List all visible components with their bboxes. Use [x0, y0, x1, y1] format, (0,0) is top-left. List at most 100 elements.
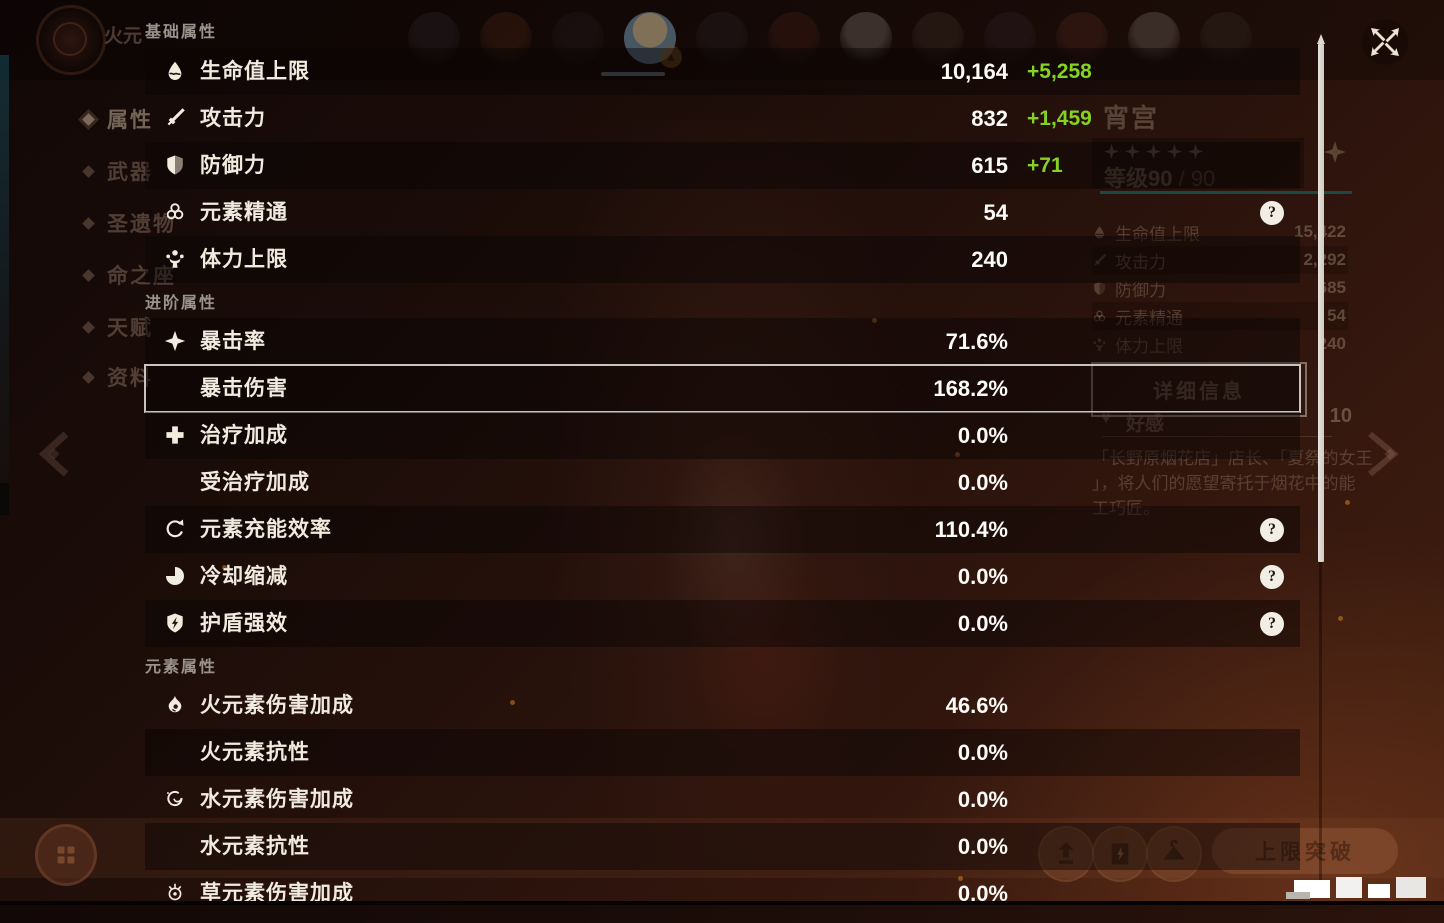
stat-row[interactable]: 草元素伤害加成 0.0% — [145, 870, 1300, 917]
stat-value: 0.0% — [957, 564, 1008, 589]
avatar[interactable] — [408, 12, 460, 64]
stat-label: 水元素抗性 — [200, 835, 310, 858]
help-icon[interactable]: ? — [1260, 201, 1284, 225]
avatar[interactable] — [768, 12, 820, 64]
outfit-button[interactable] — [1146, 826, 1202, 882]
breakthrough-button[interactable]: 上限突破 — [1212, 828, 1398, 874]
stat-value: 0.0% — [957, 740, 1008, 765]
stat-row[interactable]: 受治疗加成 0.0% — [145, 459, 1300, 506]
sidebar-item-5[interactable]: 天赋 — [82, 312, 153, 342]
avatar[interactable] — [1056, 12, 1108, 64]
help-icon[interactable]: ? — [1260, 518, 1284, 542]
left-edge-glow — [0, 55, 9, 535]
diamond-icon — [77, 108, 100, 130]
bottom-edge — [0, 901, 1444, 905]
stat-label: 火元素伤害加成 — [200, 694, 354, 717]
stat-row[interactable]: 元素精通 54? — [145, 189, 1300, 236]
prev-character-chevron-icon[interactable] — [36, 430, 72, 478]
level-chip — [1092, 138, 1304, 188]
scrollbar-thumb[interactable] — [1318, 44, 1324, 562]
element-badge-label: 火元 — [104, 26, 143, 47]
avatar[interactable] — [912, 12, 964, 64]
cd-reduction-icon — [164, 565, 186, 587]
description-line: 工巧匠。 — [1092, 499, 1160, 518]
sidebar-item-1[interactable]: 属性 — [77, 104, 153, 134]
sidebar-item-4[interactable]: 命之座 — [82, 260, 176, 290]
diamond-icon — [82, 320, 95, 334]
avatar[interactable] — [984, 12, 1036, 64]
menu-grid-button[interactable] — [35, 824, 97, 886]
overview-stat-label: 攻击力 — [1115, 252, 1166, 272]
sidebar-item-label: 圣遗物 — [107, 213, 176, 236]
diamond-icon — [82, 164, 95, 178]
spark-particle — [1338, 616, 1343, 621]
def-icon — [164, 154, 186, 176]
description-line: 「长野原烟花店」店长、「夏祭的女王 — [1092, 449, 1373, 468]
avatar-selected[interactable]: ▲ — [624, 12, 682, 68]
stat-row[interactable]: 护盾强效 0.0%? — [145, 600, 1300, 647]
avatar[interactable] — [1200, 12, 1252, 64]
description-line: 」，将人们的愿望寄托于烟花中的能 — [1092, 474, 1356, 493]
character-art-red-hint — [680, 560, 850, 760]
stat-row[interactable]: 治疗加成 0.0% — [145, 412, 1300, 459]
stat-value: 0.0% — [957, 470, 1008, 495]
shield-strength-icon — [164, 612, 186, 634]
stat-row[interactable]: 防御力 615 +71 — [145, 142, 1300, 189]
top-character-bar-backdrop — [0, 0, 1444, 80]
stat-bonus: +1,459 — [1027, 107, 1092, 130]
sidebar-item-label: 资料 — [107, 367, 153, 390]
sidebar-item-3[interactable]: 圣遗物 — [82, 208, 176, 238]
avatar[interactable] — [696, 12, 748, 64]
stamina-icon — [164, 248, 186, 270]
avatar[interactable] — [480, 12, 532, 64]
stat-row[interactable]: 水元素伤害加成 0.0% — [145, 776, 1300, 823]
elemental-mastery-icon — [164, 201, 186, 223]
stat-label: 冷却缩减 — [200, 565, 288, 588]
avatar[interactable] — [1128, 12, 1180, 64]
pyro-icon — [164, 694, 186, 716]
stat-value: 10,164 — [940, 59, 1008, 84]
stat-row[interactable]: 水元素抗性 0.0% — [145, 823, 1300, 870]
divider — [1102, 436, 1332, 437]
stat-row[interactable]: 体力上限 240 — [145, 236, 1300, 283]
next-character-chevron-icon[interactable] — [1362, 432, 1402, 476]
stat-row[interactable]: 暴击率 71.6% — [145, 318, 1300, 365]
sidebar-item-6[interactable]: 资料 — [82, 362, 153, 392]
sidebar-item-label: 命之座 — [107, 265, 176, 288]
avatar[interactable] — [840, 12, 892, 64]
stat-row[interactable]: 火元素伤害加成 46.6% — [145, 682, 1300, 729]
stat-value: 0.0% — [957, 834, 1008, 859]
section-title: 元素属性 — [145, 658, 218, 676]
stat-row[interactable]: 攻击力 832 +1,459 — [145, 95, 1300, 142]
friendship-value: 10 — [1329, 405, 1352, 427]
scrollbar[interactable] — [1316, 34, 1326, 884]
stat-row[interactable]: 冷却缩减 0.0%? — [145, 553, 1300, 600]
sidebar-item-label: 武器 — [107, 161, 153, 184]
overview-stat-value: 240 — [1317, 334, 1346, 353]
help-icon[interactable]: ? — [1260, 612, 1284, 636]
stat-label: 草元素伤害加成 — [200, 882, 354, 905]
stat-label: 暴击率 — [200, 330, 266, 353]
stat-row[interactable]: 火元素抗性 0.0% — [145, 729, 1300, 776]
overview-stat-label: 生命值上限 — [1115, 224, 1200, 244]
spark-particle — [1345, 500, 1350, 505]
card-bolt-icon — [1111, 843, 1129, 865]
sidebar-item-2[interactable]: 武器 — [82, 156, 153, 186]
atk-icon — [164, 107, 186, 129]
stat-label: 防御力 — [200, 154, 266, 177]
stat-value: 46.6% — [945, 693, 1008, 718]
bottom-bar-backdrop — [0, 818, 1444, 878]
overview-stat-row: 防御力 685 — [1092, 274, 1348, 302]
stat-label: 体力上限 — [200, 248, 288, 271]
close-button[interactable] — [1362, 19, 1408, 65]
stat-row[interactable]: 暴击伤害 168.2% — [144, 364, 1301, 413]
stat-row[interactable]: 生命值上限 10,164 +5,258 — [145, 48, 1300, 95]
overview-stat-row: 元素精通 54 — [1092, 302, 1348, 330]
spark-particle — [222, 565, 227, 570]
ascend-badge-icon: ▲ — [660, 46, 682, 68]
element-emblem-icon — [36, 5, 106, 75]
help-icon[interactable]: ? — [1260, 565, 1284, 589]
stat-row[interactable]: 元素充能效率 110.4%? — [145, 506, 1300, 553]
avatar[interactable] — [552, 12, 604, 64]
stat-label: 生命值上限 — [200, 60, 310, 83]
